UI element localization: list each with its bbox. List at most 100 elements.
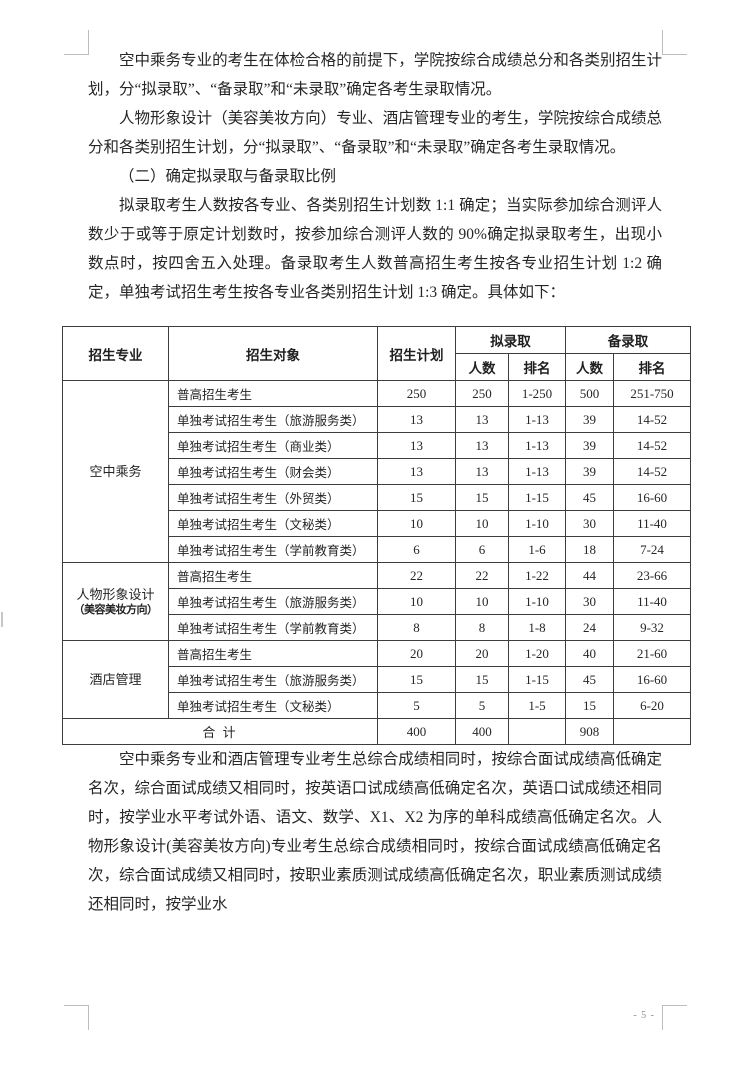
paragraph-tie-break-rules: 空中乘务专业和酒店管理专业考生总综合成绩相同时，按综合面试成绩高低确定名次，综合… xyxy=(88,751,662,913)
paragraph-air-crew-rule: 空中乘务专业的考生在体检合格的前提下，学院按综合成绩总分和各类别招生计划，分“拟… xyxy=(88,52,662,98)
table-row: 单独考试招生考生（财会类） 13 13 1-13 39 14-52 xyxy=(63,458,691,485)
section-heading-ratio: （二）确定拟录取与备录取比例 xyxy=(119,168,337,185)
backup-count-cell: 500 xyxy=(565,380,614,407)
target-cell: 单独考试招生考生（外贸类） xyxy=(168,484,378,511)
proposed-rank-cell: 1-10 xyxy=(508,510,566,537)
backup-count-cell: 44 xyxy=(565,562,614,589)
proposed-rank-cell: 1-13 xyxy=(508,432,566,459)
total-proposed-count-cell: 400 xyxy=(455,718,509,745)
proposed-rank-cell: 1-22 xyxy=(508,562,566,589)
backup-count-cell: 15 xyxy=(565,692,614,719)
backup-count-cell: 30 xyxy=(565,510,614,537)
proposed-rank-cell: 1-10 xyxy=(508,588,566,615)
margin-corner-mark-bottom-right xyxy=(662,1005,687,1030)
proposed-count-cell: 10 xyxy=(455,588,509,615)
plan-cell: 20 xyxy=(377,640,456,667)
proposed-rank-cell: 1-5 xyxy=(508,692,566,719)
target-cell: 单独考试招生考生（旅游服务类） xyxy=(168,588,378,615)
table-row: 单独考试招生考生（学前教育类） 8 8 1-8 24 9-32 xyxy=(63,614,691,641)
header-backup-rank: 排名 xyxy=(613,353,691,381)
table-row: 单独考试招生考生（文秘类） 5 5 1-5 15 6-20 xyxy=(63,692,691,719)
major-cell-air-crew: 空中乘务 xyxy=(62,380,169,563)
plan-cell: 15 xyxy=(377,484,456,511)
total-label-cell: 合 计 xyxy=(62,718,378,745)
proposed-rank-cell: 1-250 xyxy=(508,380,566,407)
proposed-rank-cell: 1-6 xyxy=(508,536,566,563)
header-plan: 招生计划 xyxy=(377,326,456,381)
plan-cell: 13 xyxy=(377,432,456,459)
header-backup: 备录取 xyxy=(565,326,691,354)
backup-rank-cell: 251-750 xyxy=(613,380,691,407)
plan-cell: 15 xyxy=(377,666,456,693)
target-cell: 普高招生考生 xyxy=(168,380,378,407)
plan-cell: 22 xyxy=(377,562,456,589)
backup-count-cell: 45 xyxy=(565,484,614,511)
total-backup-count-cell: 908 xyxy=(565,718,614,745)
proposed-rank-cell: 1-13 xyxy=(508,406,566,433)
backup-rank-cell: 23-66 xyxy=(613,562,691,589)
admission-table-wrapper: 招生专业 招生对象 招生计划 拟录取 备录取 人数 排名 人数 排名 空中乘务 … xyxy=(62,326,691,745)
proposed-count-cell: 13 xyxy=(455,458,509,485)
proposed-count-cell: 6 xyxy=(455,536,509,563)
plan-cell: 13 xyxy=(377,458,456,485)
backup-rank-cell: 14-52 xyxy=(613,406,691,433)
backup-rank-cell: 11-40 xyxy=(613,588,691,615)
admission-plan-table: 招生专业 招生对象 招生计划 拟录取 备录取 人数 排名 人数 排名 空中乘务 … xyxy=(62,326,691,745)
proposed-count-cell: 250 xyxy=(455,380,509,407)
target-cell: 单独考试招生考生（学前教育类） xyxy=(168,614,378,641)
margin-corner-mark-top-right xyxy=(662,30,687,55)
backup-rank-cell: 14-52 xyxy=(613,432,691,459)
table-total-row: 合 计 400 400 908 xyxy=(62,718,691,745)
table-header-row-1: 招生专业 招生对象 招生计划 拟录取 备录取 xyxy=(62,326,691,381)
backup-count-cell: 39 xyxy=(565,458,614,485)
plan-cell: 8 xyxy=(377,614,456,641)
header-proposed-count: 人数 xyxy=(455,353,509,381)
total-plan-cell: 400 xyxy=(377,718,456,745)
header-proposed-rank: 排名 xyxy=(508,353,566,381)
backup-rank-cell: 21-60 xyxy=(613,640,691,667)
backup-rank-cell: 14-52 xyxy=(613,458,691,485)
target-cell: 单独考试招生考生（旅游服务类） xyxy=(168,406,378,433)
proposed-count-cell: 8 xyxy=(455,614,509,641)
header-major: 招生专业 xyxy=(62,326,169,381)
page-number: - 5 - xyxy=(633,1010,655,1021)
target-cell: 单独考试招生考生（文秘类） xyxy=(168,692,378,719)
backup-rank-cell: 9-32 xyxy=(613,614,691,641)
target-cell: 单独考试招生考生（商业类） xyxy=(168,432,378,459)
total-backup-rank-cell xyxy=(613,718,691,745)
backup-count-cell: 39 xyxy=(565,406,614,433)
text-block: 空中乘务专业的考生在体检合格的前提下，学院按综合成绩总分和各类别招生计划，分“拟… xyxy=(62,46,691,919)
proposed-rank-cell: 1-15 xyxy=(508,484,566,511)
header-target: 招生对象 xyxy=(168,326,378,381)
proposed-count-cell: 13 xyxy=(455,432,509,459)
plan-cell: 6 xyxy=(377,536,456,563)
proposed-rank-cell: 1-8 xyxy=(508,614,566,641)
backup-count-cell: 40 xyxy=(565,640,614,667)
major-cell-hotel-management: 酒店管理 xyxy=(62,640,169,719)
header-backup-count: 人数 xyxy=(565,353,614,381)
proposed-count-cell: 15 xyxy=(455,666,509,693)
backup-count-cell: 24 xyxy=(565,614,614,641)
table-row: 单独考试招生考生（旅游服务类） 13 13 1-13 39 14-52 xyxy=(63,406,691,433)
paragraph-ratio-detail: 拟录取考生人数按各专业、各类别招生计划数 1:1 确定；当实际参加综合测评人数少… xyxy=(88,197,662,301)
major-cell-image-design: 人物形象设计 （美容美妆方向） xyxy=(62,562,169,641)
table-row: 单独考试招生考生（文秘类） 10 10 1-10 30 11-40 xyxy=(63,510,691,537)
table-row: 单独考试招生考生（外贸类） 15 15 1-15 45 16-60 xyxy=(63,484,691,511)
paragraph-image-design-rule: 人物形象设计（美容美妆方向）专业、酒店管理专业的考生，学院按综合成绩总分和各类别… xyxy=(88,110,662,156)
plan-cell: 10 xyxy=(377,588,456,615)
target-cell: 单独考试招生考生（财会类） xyxy=(168,458,378,485)
backup-count-cell: 30 xyxy=(565,588,614,615)
table-header-row-2: 人数 排名 人数 排名 xyxy=(63,353,691,381)
backup-count-cell: 45 xyxy=(565,666,614,693)
header-proposed: 拟录取 xyxy=(455,326,566,354)
major-name: 空中乘务 xyxy=(89,463,142,479)
target-cell: 单独考试招生考生（文秘类） xyxy=(168,510,378,537)
target-cell: 普高招生考生 xyxy=(168,640,378,667)
proposed-rank-cell: 1-13 xyxy=(508,458,566,485)
proposed-count-cell: 20 xyxy=(455,640,509,667)
proposed-rank-cell: 1-20 xyxy=(508,640,566,667)
proposed-count-cell: 5 xyxy=(455,692,509,719)
backup-count-cell: 39 xyxy=(565,432,614,459)
major-name: 酒店管理 xyxy=(89,671,142,687)
